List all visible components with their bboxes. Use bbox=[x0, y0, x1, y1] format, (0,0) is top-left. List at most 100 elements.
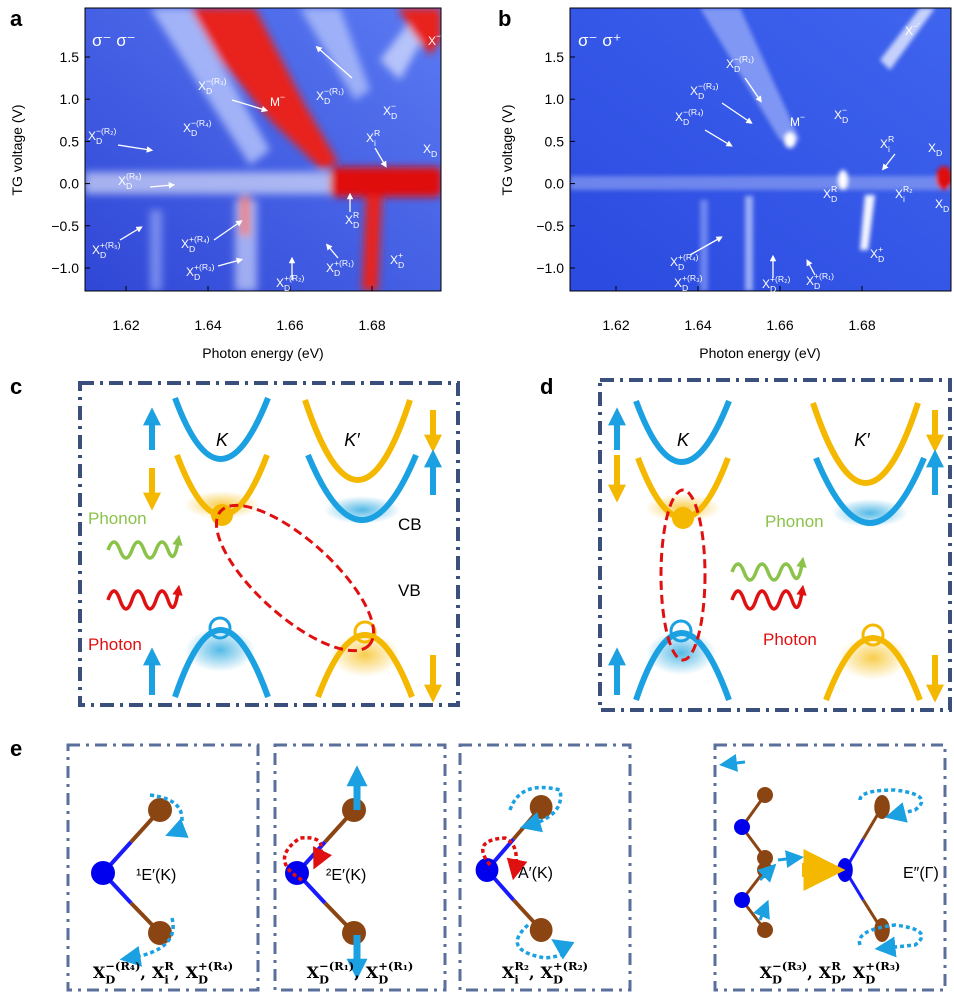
label-part: X bbox=[152, 963, 165, 982]
label-part: −(R₄) bbox=[191, 118, 212, 128]
valley-label: K bbox=[677, 430, 690, 450]
path-shape bbox=[858, 788, 924, 823]
label-part: R₂ bbox=[903, 184, 913, 194]
y-tick-label: 0.5 bbox=[60, 133, 80, 149]
exciton-ellipse bbox=[659, 488, 707, 662]
label: XD+(R₅) bbox=[92, 240, 121, 260]
valley-label: K bbox=[216, 430, 229, 450]
label: XD(R₅) bbox=[118, 171, 142, 191]
molecule bbox=[835, 793, 892, 944]
photon-wave bbox=[730, 584, 807, 611]
label-part: D bbox=[206, 86, 212, 96]
x-tick-label: 1.68 bbox=[358, 317, 385, 333]
label-part: X bbox=[186, 963, 199, 982]
label-part: +(R₁) bbox=[814, 271, 834, 281]
g-shape bbox=[117, 45, 387, 280]
label-part: D bbox=[678, 262, 684, 272]
label-part: , bbox=[174, 963, 180, 982]
label-part: D bbox=[96, 136, 102, 146]
label-part: D bbox=[284, 283, 290, 293]
label-part: D bbox=[319, 973, 329, 987]
path-shape bbox=[757, 863, 777, 883]
label-part: D bbox=[814, 281, 820, 291]
label: XD+(R₂) bbox=[276, 273, 305, 293]
path-shape bbox=[481, 836, 528, 881]
label-part: +(R₂) bbox=[284, 273, 304, 283]
line-shape bbox=[374, 147, 387, 168]
label-part: + bbox=[398, 250, 403, 260]
label-part: X bbox=[423, 142, 431, 156]
polygon-shape bbox=[300, 8, 370, 100]
label-part: R bbox=[831, 959, 841, 973]
label: XD+(R₃) bbox=[674, 273, 703, 293]
ellipse-shape bbox=[784, 132, 796, 148]
photon-wave bbox=[106, 584, 183, 611]
label-part: X bbox=[366, 131, 374, 145]
line-shape bbox=[689, 236, 723, 256]
label-part: +(R₃) bbox=[194, 262, 215, 272]
label-part: , bbox=[354, 963, 360, 982]
line-shape bbox=[704, 129, 733, 147]
x-axis-title: Photon energy (eV) bbox=[699, 345, 820, 361]
label-part: D bbox=[943, 204, 949, 214]
phonon-label: Phonon bbox=[88, 509, 147, 528]
mode-box bbox=[713, 743, 947, 992]
label-part: X bbox=[870, 247, 878, 261]
line-shape bbox=[117, 144, 154, 153]
mode-name: ²E′(K) bbox=[326, 867, 366, 884]
label-part: X bbox=[366, 963, 379, 982]
label: XDR bbox=[345, 210, 359, 230]
label-part: X bbox=[183, 121, 191, 135]
assignment: XD−(R₃), XDR, XD+(R₃) bbox=[760, 959, 901, 987]
x-tick-label: 1.64 bbox=[684, 317, 711, 333]
label-part: i bbox=[514, 973, 519, 987]
label-part: − bbox=[800, 112, 805, 122]
label-part: D bbox=[734, 64, 740, 74]
line-shape bbox=[721, 102, 753, 124]
y-tick-label: 1.0 bbox=[60, 91, 80, 107]
motion-arrows bbox=[119, 785, 924, 967]
polygon-shape bbox=[362, 196, 382, 291]
label-part: D bbox=[324, 96, 330, 106]
label-part: (R₅) bbox=[126, 171, 142, 181]
label: XD−(R₁) bbox=[726, 54, 754, 74]
polygon-shape bbox=[150, 8, 270, 165]
y-tick-label: 1.0 bbox=[545, 91, 565, 107]
label-part: + bbox=[878, 244, 883, 254]
label-part: X bbox=[823, 187, 831, 201]
label-part: X bbox=[92, 243, 100, 257]
axes: 1.62 1.64 1.66 1.681.51.00.50.0−0.5−1.01.62… bbox=[51, 21, 949, 333]
y-tick-label: 0.5 bbox=[545, 133, 565, 149]
spin-arrows bbox=[608, 407, 944, 703]
assignment: XiR₂, XD+(R₂) bbox=[502, 959, 588, 987]
label-part: X bbox=[276, 276, 284, 290]
label-part: X bbox=[88, 129, 96, 143]
label-part: X bbox=[819, 963, 832, 982]
label: X−′ bbox=[905, 21, 920, 38]
mode-box bbox=[458, 743, 632, 992]
label-part: i bbox=[374, 138, 376, 148]
label-part: X bbox=[307, 963, 320, 982]
mode-name: ¹E′(K) bbox=[136, 867, 176, 884]
label-part: , bbox=[807, 963, 813, 982]
motion-arrows bbox=[346, 765, 846, 980]
small-molecules bbox=[719, 754, 804, 938]
label-part: −′ bbox=[436, 31, 443, 41]
panel-letter: a bbox=[10, 6, 23, 31]
label-part: +(R₁) bbox=[378, 959, 413, 973]
label: XD−(R₁), bbox=[307, 959, 360, 987]
label-part: D bbox=[842, 115, 848, 125]
label-part: R bbox=[353, 210, 359, 220]
label: XDR bbox=[823, 184, 837, 204]
label-part: X bbox=[806, 274, 814, 288]
x-tick-label: 1.62 bbox=[112, 317, 139, 333]
label-part: +(R₅) bbox=[100, 240, 121, 250]
path-shape bbox=[857, 923, 924, 958]
polygon-shape bbox=[880, 8, 935, 70]
label-part: X bbox=[675, 110, 683, 124]
label: XD−(R₄) bbox=[675, 107, 704, 127]
map-b bbox=[570, 8, 951, 291]
label: XD+(R₁) bbox=[806, 271, 834, 291]
photon-label: Photon bbox=[88, 635, 142, 654]
phonon-wave bbox=[106, 534, 183, 560]
